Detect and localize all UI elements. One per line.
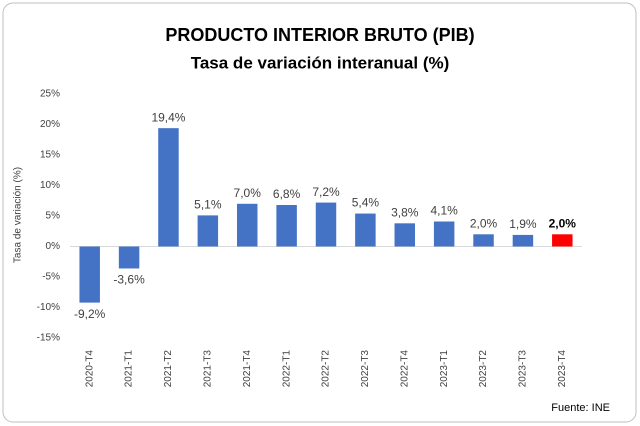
x-tick-label: 2021-T4 bbox=[242, 350, 253, 388]
chart-title: PRODUCTO INTERIOR BRUTO (PIB) bbox=[165, 25, 474, 45]
value-label: 7,2% bbox=[312, 185, 340, 199]
y-tick-label: -15% bbox=[37, 333, 60, 344]
bar bbox=[355, 213, 376, 247]
bar bbox=[276, 205, 297, 247]
x-tick-label: 2022-T2 bbox=[321, 350, 332, 388]
value-label: 3,8% bbox=[391, 205, 419, 219]
y-axis-label: Tasa de variación (%) bbox=[13, 167, 24, 263]
bar bbox=[236, 203, 258, 247]
x-tick-label: 2023-T1 bbox=[439, 350, 450, 388]
bar bbox=[394, 223, 416, 247]
x-tick-label: 2021-T1 bbox=[124, 350, 135, 388]
x-tick-label: 2021-T2 bbox=[163, 350, 174, 388]
bar bbox=[118, 246, 140, 269]
y-tick-label: 20% bbox=[40, 119, 60, 130]
bar bbox=[197, 215, 219, 247]
x-tick-label: 2023-T4 bbox=[557, 350, 568, 388]
bar bbox=[433, 221, 455, 247]
x-tick-label: 2022-T3 bbox=[360, 350, 371, 388]
y-tick-label: -10% bbox=[37, 302, 60, 313]
bar bbox=[158, 128, 179, 247]
y-tick-label: 10% bbox=[40, 180, 60, 191]
x-tick-label: 2023-T2 bbox=[478, 350, 489, 388]
chart-subtitle: Tasa de variación interanual (%) bbox=[191, 53, 450, 72]
value-label: 7,0% bbox=[234, 186, 262, 200]
x-tick-label: 2022-T4 bbox=[399, 350, 410, 388]
y-tick-label: 25% bbox=[40, 89, 60, 100]
y-tick-label: 15% bbox=[40, 150, 60, 161]
value-label: 4,1% bbox=[430, 204, 458, 218]
value-label: -3,6% bbox=[113, 273, 145, 287]
value-label: 5,4% bbox=[352, 196, 380, 210]
x-tick-label: 2023-T3 bbox=[518, 350, 529, 388]
y-tick-label: -5% bbox=[42, 272, 60, 283]
bar bbox=[512, 234, 534, 247]
y-tick-label: 0% bbox=[46, 241, 61, 252]
value-label: 19,4% bbox=[151, 110, 185, 124]
value-label: 6,8% bbox=[273, 187, 301, 201]
source: Fuente: INE bbox=[551, 402, 610, 414]
value-label: -9,2% bbox=[74, 307, 106, 321]
x-tick-label: 2021-T3 bbox=[202, 350, 213, 388]
y-tick-label: 5% bbox=[46, 211, 61, 222]
value-label: 2,0% bbox=[470, 216, 498, 230]
bar bbox=[552, 234, 573, 247]
bar bbox=[79, 246, 100, 303]
x-tick-label: 2020-T4 bbox=[84, 350, 95, 388]
value-label: 1,9% bbox=[509, 217, 537, 231]
x-tick-label: 2022-T1 bbox=[281, 350, 292, 388]
bar bbox=[315, 202, 337, 247]
value-label: 5,1% bbox=[194, 198, 222, 212]
bar bbox=[473, 234, 494, 247]
value-label: 2,0% bbox=[549, 216, 577, 230]
